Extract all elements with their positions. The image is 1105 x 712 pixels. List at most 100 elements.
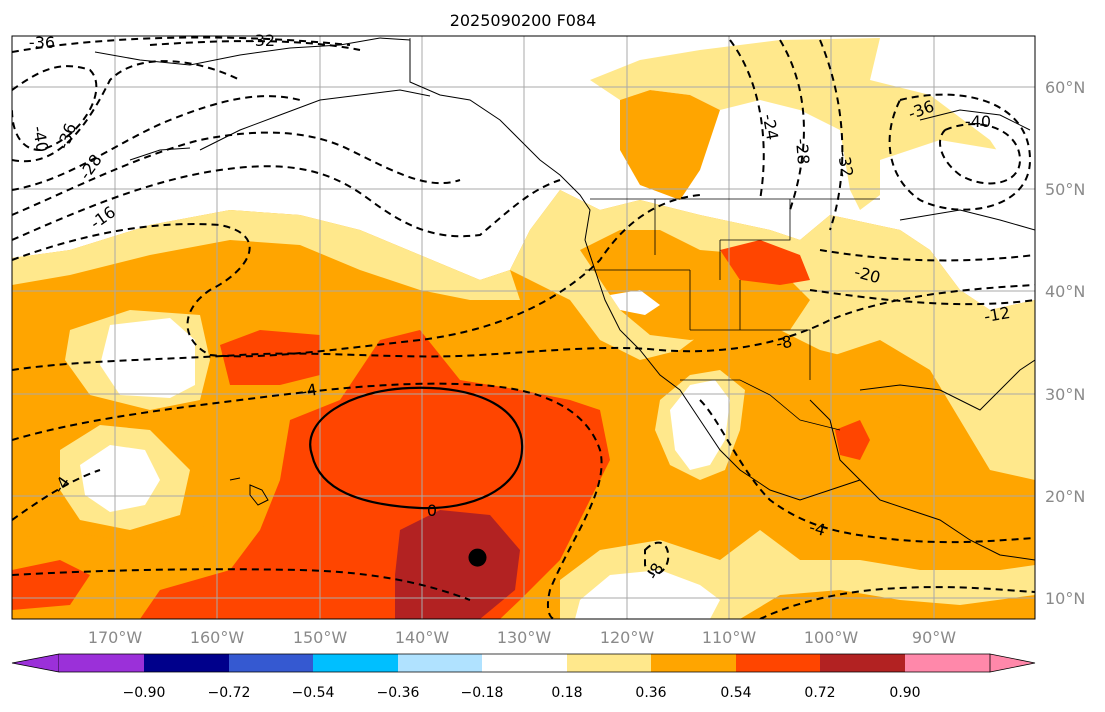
colorbar-tick-label: −0.90: [123, 685, 166, 701]
contour-label: -4: [807, 517, 827, 539]
anomaly-white-south: [575, 570, 720, 619]
colorbar-bin: [905, 654, 990, 672]
coast-alaska-south: [199, 89, 431, 151]
colorbar-bin: [736, 654, 820, 672]
contour-minus36-nw: [12, 36, 351, 53]
contour-minus28-e: [779, 39, 805, 211]
lat-label: 60°N: [1045, 78, 1085, 97]
colorbar-bin: [651, 654, 736, 672]
lon-label: 160°W: [190, 628, 245, 647]
lon-label: 100°W: [804, 628, 859, 647]
anomaly-white-mexico: [670, 380, 730, 470]
map-title: 2025090200 F084: [450, 11, 597, 30]
contour-minus8-east: [759, 586, 1035, 619]
anomaly-white-east-canada: [720, 100, 860, 215]
colorbar-tick-label: 0.54: [720, 685, 751, 701]
contour-minus32-n: [149, 40, 361, 51]
lat-label: 40°N: [1045, 282, 1085, 301]
anomaly-orange-southeast: [740, 590, 1035, 619]
coast-hudson: [919, 109, 1031, 131]
anomaly-darkred-central: [395, 510, 520, 619]
coast-gulf: [809, 399, 861, 481]
colorbar-tick-label: −0.72: [208, 685, 251, 701]
coast-great-lakes: [899, 209, 1035, 231]
contour-minus12: [12, 194, 701, 358]
lon-label: 90°W: [912, 628, 956, 647]
colorbar-bin: [820, 654, 905, 672]
colorbar-tick-label: 0.36: [635, 685, 666, 701]
map-frame: [11, 35, 1036, 620]
anomaly-yellow-band: [12, 210, 520, 300]
contour-label: -40: [29, 125, 52, 154]
longitude-labels: 170°W 160°W 150°W 140°W 130°W 120°W 110°…: [88, 628, 956, 647]
colorbar-outline: [59, 653, 990, 673]
contour-label: -28: [792, 138, 813, 166]
lat-label: 10°N: [1045, 589, 1085, 608]
contour-label: -32: [834, 150, 857, 179]
colorbar-bin: [59, 654, 144, 672]
coast-aleutians: [129, 147, 191, 161]
contour-label: -24: [759, 113, 782, 142]
contour-minus4-w: [12, 469, 101, 521]
lon-label: 170°W: [88, 628, 143, 647]
anomaly-orange-canada: [620, 90, 720, 200]
contour-minus36-e: [888, 93, 1032, 211]
colorbar-bin: [482, 654, 567, 672]
colorbar-tick-label: 0.72: [804, 685, 835, 701]
lon-label: 120°W: [600, 628, 655, 647]
contour-minus32-e: [819, 39, 844, 231]
contour-label: -8: [775, 332, 794, 353]
contour-minus40-e: [939, 123, 1022, 185]
lon-label: 150°W: [293, 628, 348, 647]
contour-minus4-east: [699, 399, 1035, 544]
contour-minus40-w: [12, 65, 98, 152]
contour-label: -32: [249, 31, 275, 50]
colorbar: [11, 653, 1036, 673]
colorbar-bin: [313, 654, 398, 672]
coast-gulf-north: [859, 359, 1035, 411]
contour-label: 0: [427, 501, 437, 520]
contour-minus24: [729, 39, 765, 201]
colorbar-bin: [567, 654, 651, 672]
contour-label: -40: [965, 112, 991, 131]
anomaly-white-west1: [100, 318, 195, 398]
map-gridlines: [12, 36, 1035, 619]
contour-label: -12: [983, 303, 1012, 326]
anomaly-red-gulf: [835, 420, 870, 460]
contour-minus12-e: [809, 289, 1035, 306]
contour-minus20-w: [12, 131, 461, 216]
coast-west: [379, 37, 1035, 561]
anomaly-red-west: [220, 330, 320, 385]
political-borders: [409, 38, 880, 431]
anomaly-orange-gulf: [820, 340, 960, 430]
colorbar-tick-label: 0.90: [889, 685, 920, 701]
colorbar-tick-label: −0.18: [461, 685, 504, 701]
colorbar-ticks: −0.90 −0.72 −0.54 −0.36 −0.18 0.18 0.36 …: [123, 685, 921, 701]
anomaly-white-nevada: [610, 290, 660, 315]
contour-minus4-south: [12, 568, 471, 601]
coast-hawaii: [229, 477, 269, 506]
contour-minus28-w: [12, 95, 301, 191]
lat-label: 30°N: [1045, 385, 1085, 404]
colorbar-tick-label: −0.54: [292, 685, 335, 701]
border-states: [585, 199, 811, 380]
contour-label: -36: [29, 33, 55, 52]
colorbar-bin: [144, 654, 229, 672]
contour-zero: [309, 386, 524, 510]
latitude-labels: 60°N 50°N 40°N 30°N 20°N 10°N: [1045, 78, 1085, 608]
storm-center-marker: [468, 548, 487, 567]
colorbar-tick-label: 0.18: [551, 685, 582, 701]
contour-minus4-central: [12, 382, 603, 619]
colorbar-extend-high: [989, 653, 1036, 673]
colorbar-extend-low: [11, 653, 60, 673]
lat-label: 20°N: [1045, 487, 1085, 506]
contour-minus8: [12, 284, 1035, 371]
contour-minus8-small: [644, 541, 670, 575]
anomaly-white-eastus: [880, 140, 1035, 310]
colorbar-bin: [398, 654, 482, 672]
contour-lines: [12, 36, 1035, 619]
anomaly-red-west: [720, 240, 810, 285]
border-us-mexico: [680, 379, 841, 431]
contour-label: -4: [300, 380, 319, 401]
